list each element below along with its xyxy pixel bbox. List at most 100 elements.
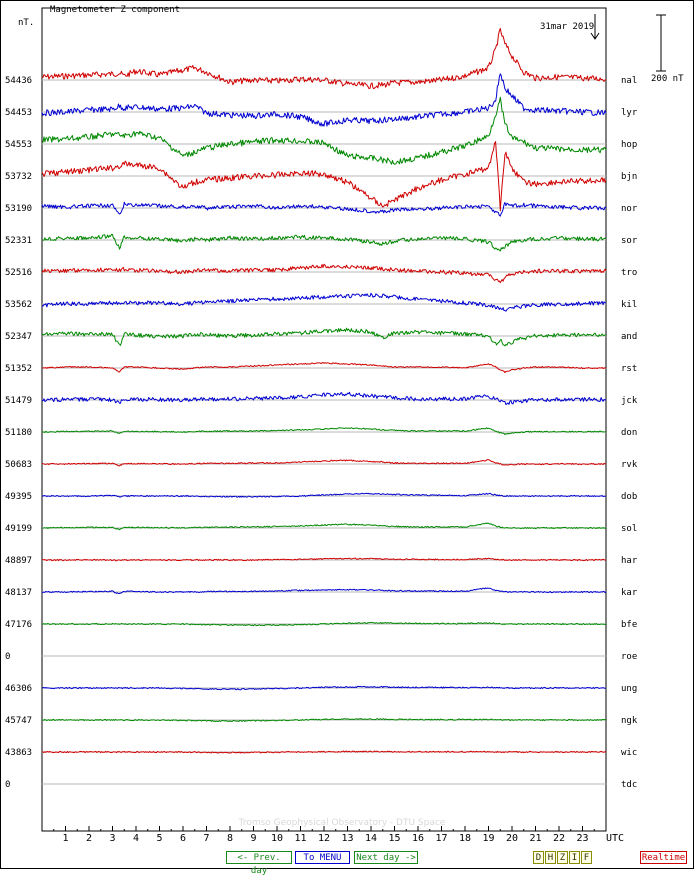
station-label: hop (621, 140, 637, 150)
x-tick-label: 20 (506, 833, 518, 844)
x-tick-label: 10 (271, 833, 283, 844)
station-label: wic (621, 748, 637, 758)
station-label: lyr (621, 108, 638, 118)
x-tick-label: 16 (412, 833, 424, 844)
station-label: sol (621, 524, 637, 534)
x-tick-label: 22 (553, 833, 565, 844)
component-i-button[interactable]: I (569, 851, 580, 864)
series-bjn (41, 141, 607, 212)
component-d-button[interactable]: D (533, 851, 544, 864)
baseline-value: 0 (5, 780, 10, 790)
baseline-value: 48137 (5, 588, 32, 598)
baseline-value: 54553 (5, 140, 32, 150)
baseline-value: 52331 (5, 236, 32, 246)
x-tick-label: 15 (388, 833, 400, 844)
station-label: nor (621, 204, 638, 214)
baseline-value: 49395 (5, 492, 32, 502)
scale-bar (656, 14, 666, 72)
series-ung (41, 685, 607, 691)
station-label: tdc (621, 780, 637, 790)
x-tick-label: 11 (294, 833, 306, 844)
x-tick-label: 23 (576, 833, 588, 844)
station-label: ngk (621, 716, 638, 726)
baseline-value: 54436 (5, 76, 32, 86)
baseline-value: 51180 (5, 428, 32, 438)
station-label: har (621, 556, 638, 566)
baseline-value: 52516 (5, 268, 32, 278)
baseline-value: 54453 (5, 108, 32, 118)
component-f-button[interactable]: F (581, 851, 592, 864)
x-tick-label: 13 (341, 833, 353, 844)
station-label: dob (621, 492, 637, 502)
series-sor (41, 233, 607, 252)
baseline-value: 53732 (5, 172, 32, 182)
x-tick-label: 2 (86, 833, 92, 844)
chart-title: Magnetometer Z component (50, 5, 180, 15)
baseline-value: 53190 (5, 204, 32, 214)
baseline-value: 48897 (5, 556, 32, 566)
baseline-value: 51479 (5, 396, 32, 406)
component-h-button[interactable]: H (545, 851, 556, 864)
station-label: sor (621, 236, 638, 246)
baseline-value: 46306 (5, 684, 32, 694)
series-jck (41, 391, 607, 406)
series-har (41, 557, 606, 562)
series-nor (41, 201, 607, 217)
series-hop (41, 96, 607, 165)
baseline-value: 51352 (5, 364, 32, 374)
scale-label: 200 nT (651, 74, 684, 84)
x-tick-label: 19 (482, 833, 494, 844)
x-tick-label: 4 (133, 833, 139, 844)
series-rst (41, 362, 607, 374)
series-lyr (41, 73, 607, 127)
x-tick-label: 14 (365, 833, 377, 844)
x-tick-label: 7 (203, 833, 209, 844)
station-label: tro (621, 268, 637, 278)
station-label: nal (621, 76, 637, 86)
baseline-value: 50683 (5, 460, 32, 470)
station-label: kil (621, 300, 637, 310)
baseline-value: 49199 (5, 524, 32, 534)
station-label: bfe (621, 620, 637, 630)
station-label: rst (621, 364, 637, 374)
x-tick-label: 1 (62, 833, 68, 844)
x-axis-unit: UTC (606, 833, 624, 844)
station-label: and (621, 332, 637, 342)
series-ngk (41, 718, 607, 722)
x-tick-label: 21 (529, 833, 541, 844)
station-label: roe (621, 652, 637, 662)
series-kil (41, 292, 607, 312)
component-z-button[interactable]: Z (557, 851, 568, 864)
baseline-value: 47176 (5, 620, 32, 630)
series-tro (41, 263, 607, 284)
station-label: kar (621, 588, 638, 598)
station-label: jck (621, 396, 638, 406)
baseline-value: 52347 (5, 332, 32, 342)
series-kar (41, 587, 607, 594)
x-tick-label: 9 (250, 833, 256, 844)
prev-day-button[interactable]: <- Prev. day (226, 851, 292, 876)
series-sol (41, 522, 607, 531)
baseline-value: 45747 (5, 716, 32, 726)
baseline-value: 43863 (5, 748, 32, 758)
series-bfe (42, 621, 607, 627)
next-day-button[interactable]: Next day -> (354, 851, 418, 864)
series-wic (41, 750, 607, 754)
series-dob (41, 492, 607, 498)
x-tick-label: 8 (227, 833, 233, 844)
date-arrow-icon (590, 14, 600, 40)
baseline-value: 53562 (5, 300, 32, 310)
series-and (41, 327, 606, 347)
watermark: Tromso Geophysical Observatory - DTU Spa… (238, 818, 446, 828)
realtime-button[interactable]: Realtime (640, 851, 687, 864)
x-tick-label: 12 (318, 833, 330, 844)
series-rvk (42, 459, 607, 467)
series-don (41, 427, 607, 436)
station-label: bjn (621, 172, 637, 182)
station-label: ung (621, 684, 637, 694)
station-label: don (621, 428, 637, 438)
x-tick-label: 3 (109, 833, 115, 844)
menu-button[interactable]: To MENU (295, 851, 350, 864)
series-nal (41, 27, 607, 90)
